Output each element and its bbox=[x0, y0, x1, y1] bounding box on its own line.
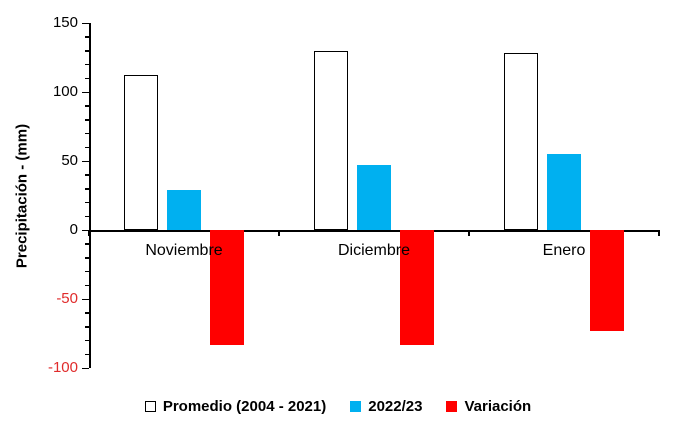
y-axis-minor-tick bbox=[85, 63, 89, 66]
y-axis-title: Precipitación - (mm) bbox=[13, 123, 31, 269]
y-axis-tick-label: -100 bbox=[47, 359, 78, 376]
x-axis-tick bbox=[658, 230, 660, 236]
legend-swatch-2022-23 bbox=[350, 401, 362, 412]
y-axis-minor-tick bbox=[85, 201, 89, 204]
legend-item-2022-23: 2022/23 bbox=[350, 398, 422, 415]
bar-promedio-enero bbox=[504, 53, 538, 230]
legend: Promedio (2004 - 2021) 2022/23 Variación bbox=[0, 398, 676, 415]
category-label-enero: Enero bbox=[542, 242, 586, 259]
y-axis-minor-tick bbox=[85, 119, 89, 121]
y-axis-tick-label: 50 bbox=[61, 152, 78, 169]
y-axis-minor-tick bbox=[85, 312, 89, 314]
y-axis-major-tick bbox=[82, 298, 89, 300]
y-axis-minor-tick bbox=[85, 174, 89, 176]
y-axis-tick-label: 150 bbox=[52, 14, 78, 31]
y-axis-minor-tick bbox=[85, 50, 89, 52]
x-axis-line bbox=[89, 230, 659, 232]
y-axis-line bbox=[89, 23, 91, 368]
bar-variacion-noviembre bbox=[210, 230, 244, 345]
category-label-diciembre: Diciembre bbox=[337, 242, 410, 259]
y-axis-major-tick bbox=[82, 22, 89, 24]
legend-label-variacion: Variación bbox=[464, 398, 532, 415]
bar-2022-23-noviembre bbox=[167, 189, 201, 230]
legend-item-variacion: Variación bbox=[446, 398, 531, 415]
y-axis-major-tick bbox=[82, 160, 89, 162]
y-axis-minor-tick bbox=[85, 284, 89, 287]
bar-promedio-noviembre bbox=[124, 75, 158, 230]
y-axis-minor-tick bbox=[85, 215, 89, 218]
y-axis-minor-tick bbox=[85, 243, 89, 245]
bar-promedio-diciembre bbox=[314, 50, 348, 230]
legend-label-2022-23: 2022/23 bbox=[368, 398, 423, 415]
y-axis-minor-tick bbox=[85, 257, 89, 259]
y-axis-major-tick bbox=[82, 367, 89, 369]
y-axis-minor-tick bbox=[85, 77, 89, 80]
bar-variacion-enero bbox=[590, 230, 624, 331]
y-axis-tick-label: -50 bbox=[56, 290, 78, 307]
x-axis-tick bbox=[278, 230, 280, 236]
bar-2022-23-diciembre bbox=[357, 165, 391, 230]
category-label-noviembre: Noviembre bbox=[145, 242, 223, 259]
legend-swatch-promedio bbox=[144, 401, 156, 412]
bar-variacion-diciembre bbox=[400, 230, 434, 345]
y-axis-minor-tick bbox=[85, 353, 89, 356]
x-axis-category-labels: Noviembre Diciembre Enero bbox=[89, 242, 659, 260]
y-axis-major-tick bbox=[82, 91, 89, 93]
y-axis-minor-tick bbox=[85, 36, 89, 38]
legend-swatch-variacion bbox=[446, 401, 458, 412]
legend-item-promedio: Promedio (2004 - 2021) bbox=[144, 398, 327, 415]
x-axis-tick bbox=[88, 230, 90, 236]
y-axis-minor-tick bbox=[85, 326, 89, 328]
y-axis-tick-label: 100 bbox=[52, 83, 78, 100]
y-axis-minor-tick bbox=[85, 270, 89, 273]
bar-2022-23-enero bbox=[547, 154, 581, 230]
y-axis-minor-tick bbox=[85, 188, 89, 190]
legend-label-promedio: Promedio (2004 - 2021) bbox=[162, 398, 327, 415]
y-axis-minor-tick bbox=[85, 132, 89, 135]
y-axis-minor-tick bbox=[85, 146, 89, 149]
y-axis-major-tick bbox=[82, 229, 89, 231]
x-axis-tick bbox=[468, 230, 470, 236]
y-axis-minor-tick bbox=[85, 105, 89, 107]
y-axis-tick-label: 0 bbox=[69, 221, 78, 238]
y-axis-minor-tick bbox=[85, 339, 89, 342]
